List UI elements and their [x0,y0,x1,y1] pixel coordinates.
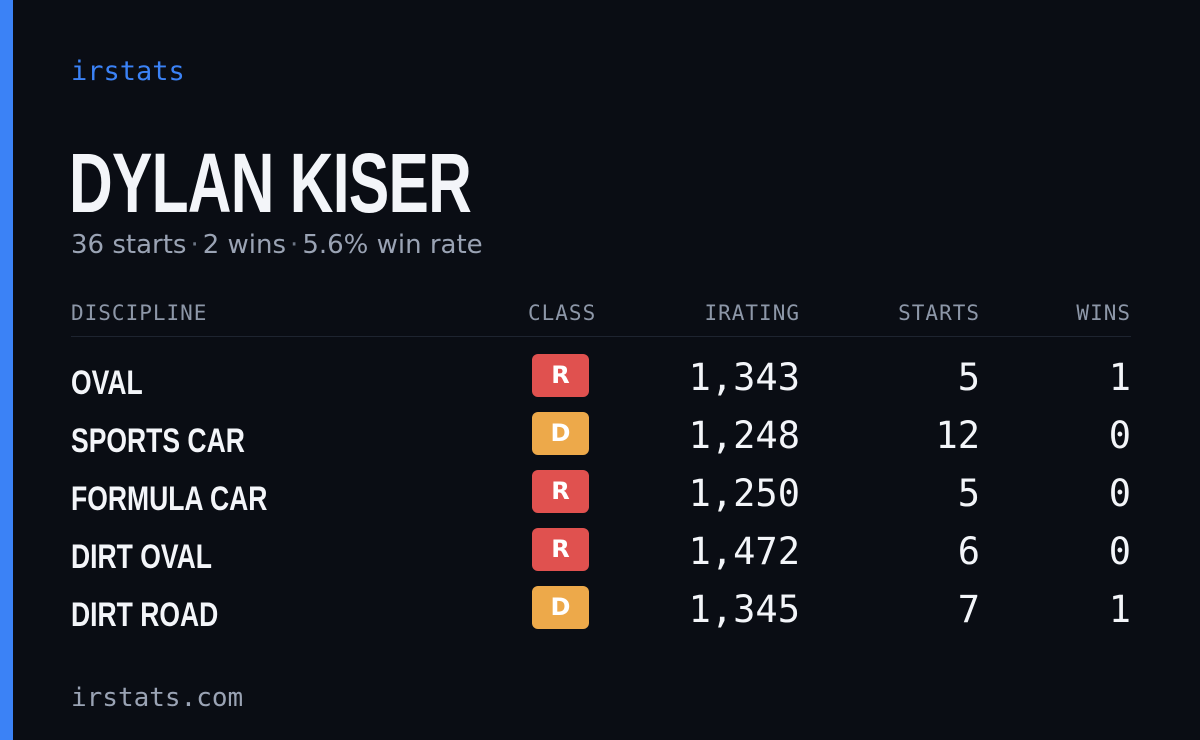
summary-wins: 2 wins [202,230,287,260]
class-badge: R [532,528,589,571]
summary-separator: · [190,230,199,260]
summary-win-rate: 5.6% win rate [302,230,483,260]
player-summary: 36 starts · 2 wins · 5.6% win rate [71,228,483,262]
row-wins: 0 [1108,472,1131,515]
row-wins: 1 [1108,588,1131,631]
footer-url: irstats.com [71,683,244,713]
row-discipline: DIRT ROAD [71,596,219,634]
header-discipline: DISCIPLINE [71,301,208,325]
table-row: DIRT ROAD D 1,345 7 1 [71,586,1131,644]
class-badge: D [532,412,589,455]
class-badge: R [532,470,589,513]
row-starts: 6 [957,530,980,573]
table-row: DIRT OVAL R 1,472 6 0 [71,528,1131,586]
header-starts: STARTS [898,301,980,325]
row-irating: 1,250 [688,472,800,515]
header-wins: WINS [1076,301,1131,325]
table-row: FORMULA CAR R 1,250 5 0 [71,470,1131,528]
row-wins: 0 [1108,530,1131,573]
row-starts: 7 [957,588,980,631]
table-row: OVAL R 1,343 5 1 [71,354,1131,412]
accent-bar [0,0,13,740]
row-starts: 5 [957,356,980,399]
stats-table-header: DISCIPLINE CLASS IRATING STARTS WINS [71,298,1131,337]
header-class: CLASS [528,301,597,325]
row-irating: 1,343 [688,356,800,399]
row-irating: 1,345 [688,588,800,631]
class-badge: R [532,354,589,397]
brand-logo: irstats [71,56,185,87]
table-row: SPORTS CAR D 1,248 12 0 [71,412,1131,470]
row-discipline: OVAL [71,364,143,402]
row-wins: 1 [1108,356,1131,399]
row-irating: 1,472 [688,530,800,573]
row-discipline: SPORTS CAR [71,422,245,460]
row-starts: 5 [957,472,980,515]
summary-starts: 36 starts [71,230,187,260]
row-irating: 1,248 [688,414,800,457]
row-starts: 12 [935,414,980,457]
row-wins: 0 [1108,414,1131,457]
summary-separator: · [290,230,299,260]
player-name: DYLAN KISER [69,136,472,230]
header-irating: IRATING [704,301,800,325]
row-discipline: FORMULA CAR [71,480,268,518]
class-badge: D [532,586,589,629]
row-discipline: DIRT OVAL [71,538,212,576]
